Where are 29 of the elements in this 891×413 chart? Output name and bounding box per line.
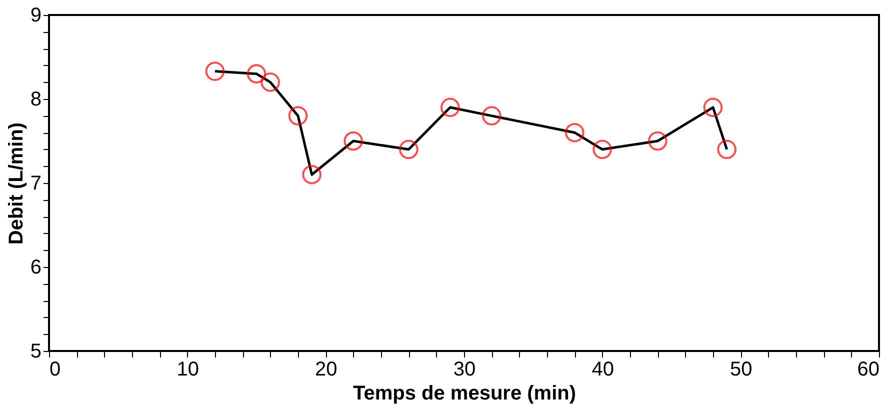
point [440,98,460,118]
point [399,140,418,160]
point [482,106,502,126]
point [344,131,363,151]
y-axis-title: Debit (L/min) [5,122,28,245]
y-tick-label: 7 [30,172,42,194]
point [648,131,668,151]
point [565,122,584,142]
x-tick-label: 40 [592,358,614,380]
point [302,164,322,184]
y-tick-label: 8 [30,88,42,110]
y-tick-label: 9 [30,4,42,26]
point [717,140,736,160]
x-tick-label: 20 [315,358,338,380]
x-tick-label: 10 [176,358,199,380]
x-tick-label: 30 [453,358,476,380]
y-tick-label: 6 [30,256,42,278]
point [246,64,266,84]
y-tick-label: 5 [30,340,42,362]
point [703,98,723,118]
x-tick-label: 0 [50,358,61,380]
point [260,72,280,92]
point [592,140,612,160]
x-tick-label: 60 [857,358,880,380]
point [288,106,308,126]
point [205,62,225,81]
x-axis-title: Temps de mesure (min) [352,382,576,404]
line-series [214,70,728,176]
x-tick-label: 50 [730,358,752,380]
